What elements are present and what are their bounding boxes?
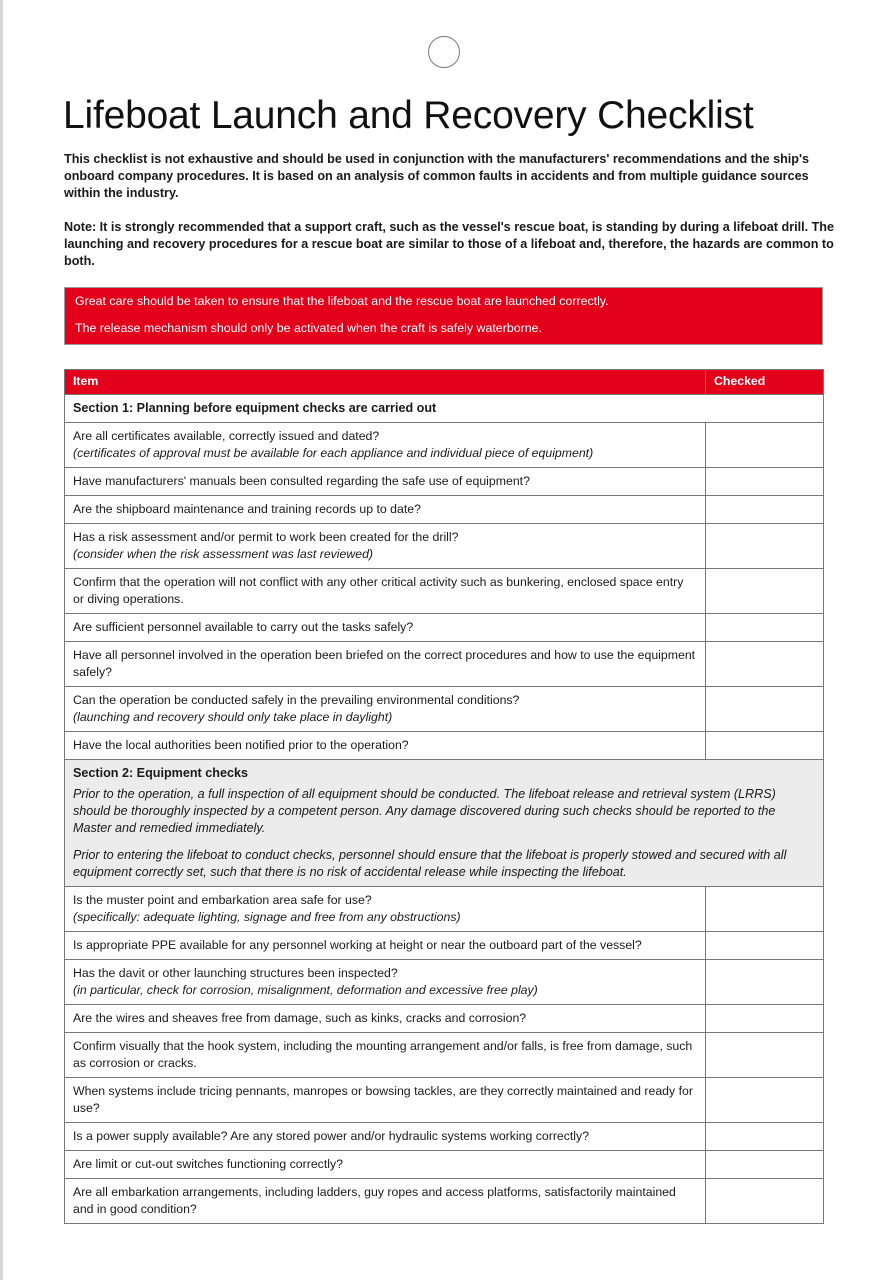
item-note: (consider when the risk assessment was l… bbox=[73, 547, 374, 561]
item-cell: Has a risk assessment and/or permit to w… bbox=[64, 523, 706, 569]
warning-line: The release mechanism should only be act… bbox=[75, 321, 542, 335]
note-text: Note: It is strongly recommended that a … bbox=[64, 220, 834, 268]
item-text: Are all certificates available, correctl… bbox=[73, 429, 380, 443]
punch-hole bbox=[428, 36, 460, 68]
item-text: Has the davit or other launching structu… bbox=[73, 966, 398, 980]
header-item: Item bbox=[64, 369, 706, 395]
item-cell: Has the davit or other launching structu… bbox=[64, 959, 706, 1005]
checked-cell[interactable] bbox=[705, 1032, 824, 1078]
intro-text: This checklist is not exhaustive and sho… bbox=[64, 152, 809, 200]
warning-box: Great care should be taken to ensure tha… bbox=[64, 287, 823, 345]
item-cell: Is a power supply available? Are any sto… bbox=[64, 1122, 706, 1151]
item-cell: Have manufacturers' manuals been consult… bbox=[64, 467, 706, 496]
table-row: Is a power supply available? Are any sto… bbox=[64, 1122, 824, 1151]
table-row: Are the shipboard maintenance and traini… bbox=[64, 495, 824, 524]
page-title: Lifeboat Launch and Recovery Checklist bbox=[63, 94, 754, 137]
table-header: Item Checked bbox=[64, 369, 824, 395]
table-row: Have all personnel involved in the opera… bbox=[64, 641, 824, 687]
checked-cell[interactable] bbox=[705, 1004, 824, 1033]
checked-cell[interactable] bbox=[705, 931, 824, 960]
checked-cell[interactable] bbox=[705, 1122, 824, 1151]
item-text: Confirm visually that the hook system, i… bbox=[73, 1039, 693, 1070]
checked-cell[interactable] bbox=[705, 467, 824, 496]
checked-cell[interactable] bbox=[705, 1178, 824, 1224]
item-cell: Is appropriate PPE available for any per… bbox=[64, 931, 706, 960]
item-text: Confirm that the operation will not conf… bbox=[73, 575, 684, 606]
item-cell: Are limit or cut-out switches functionin… bbox=[64, 1150, 706, 1179]
checked-cell[interactable] bbox=[705, 613, 824, 642]
page-edge bbox=[0, 0, 3, 1280]
section-title: Section 1: Planning before equipment che… bbox=[73, 401, 437, 415]
section-description: Prior to entering the lifeboat to conduc… bbox=[73, 848, 787, 879]
checked-cell[interactable] bbox=[705, 568, 824, 614]
section-cell: Section 2: Equipment checks Prior to the … bbox=[64, 759, 824, 887]
item-cell: Is the muster point and embarkation area… bbox=[64, 886, 706, 932]
section-header: Section 2: Equipment checks Prior to the … bbox=[64, 759, 824, 887]
checked-cell[interactable] bbox=[705, 422, 824, 468]
checked-cell[interactable] bbox=[705, 886, 824, 932]
table-row: Are the wires and sheaves free from dama… bbox=[64, 1004, 824, 1033]
table-row: When systems include tricing pennants, m… bbox=[64, 1077, 824, 1123]
table-row: Are limit or cut-out switches functionin… bbox=[64, 1150, 824, 1179]
item-text: Have the local authorities been notified… bbox=[73, 738, 409, 752]
item-cell: Confirm that the operation will not conf… bbox=[64, 568, 706, 614]
item-cell: Are all embarkation arrangements, includ… bbox=[64, 1178, 706, 1224]
item-cell: Are all certificates available, correctl… bbox=[64, 422, 706, 468]
table-row: Are sufficient personnel available to ca… bbox=[64, 613, 824, 642]
item-note: (certificates of approval must be availa… bbox=[73, 446, 594, 460]
item-note: (in particular, check for corrosion, mis… bbox=[73, 983, 538, 997]
item-text: Have all personnel involved in the opera… bbox=[73, 648, 696, 679]
checked-cell[interactable] bbox=[705, 686, 824, 732]
item-text: Can the operation be conducted safely in… bbox=[73, 693, 520, 707]
item-text: Is appropriate PPE available for any per… bbox=[73, 938, 642, 952]
table-row: Have manufacturers' manuals been consult… bbox=[64, 467, 824, 496]
table-row: Has the davit or other launching structu… bbox=[64, 959, 824, 1005]
checked-cell[interactable] bbox=[705, 641, 824, 687]
item-text: When systems include tricing pennants, m… bbox=[73, 1084, 693, 1115]
checked-cell[interactable] bbox=[705, 1077, 824, 1123]
table-row: Is the muster point and embarkation area… bbox=[64, 886, 824, 932]
table-row: Can the operation be conducted safely in… bbox=[64, 686, 824, 732]
table-row: Confirm that the operation will not conf… bbox=[64, 568, 824, 614]
table-row: Has a risk assessment and/or permit to w… bbox=[64, 523, 824, 569]
table-row: Have the local authorities been notified… bbox=[64, 731, 824, 760]
checked-cell[interactable] bbox=[705, 523, 824, 569]
item-note: (specifically: adequate lighting, signag… bbox=[73, 910, 461, 924]
table-row: Confirm visually that the hook system, i… bbox=[64, 1032, 824, 1078]
item-cell: When systems include tricing pennants, m… bbox=[64, 1077, 706, 1123]
item-text: Is a power supply available? Are any sto… bbox=[73, 1129, 590, 1143]
checked-cell[interactable] bbox=[705, 1150, 824, 1179]
item-text: Are the shipboard maintenance and traini… bbox=[73, 502, 421, 516]
item-text: Are limit or cut-out switches functionin… bbox=[73, 1157, 343, 1171]
item-text: Are all embarkation arrangements, includ… bbox=[73, 1185, 676, 1216]
section-title: Section 2: Equipment checks bbox=[73, 766, 248, 780]
section-cell: Section 1: Planning before equipment che… bbox=[64, 394, 824, 423]
item-text: Are sufficient personnel available to ca… bbox=[73, 620, 414, 634]
item-text: Have manufacturers' manuals been consult… bbox=[73, 474, 530, 488]
checked-cell[interactable] bbox=[705, 731, 824, 760]
table-row: Are all certificates available, correctl… bbox=[64, 422, 824, 468]
table-row: Are all embarkation arrangements, includ… bbox=[64, 1178, 824, 1224]
item-cell: Are the shipboard maintenance and traini… bbox=[64, 495, 706, 524]
item-note: (launching and recovery should only take… bbox=[73, 710, 393, 724]
item-text: Are the wires and sheaves free from dama… bbox=[73, 1011, 527, 1025]
section-header: Section 1: Planning before equipment che… bbox=[64, 394, 824, 423]
section-description: Prior to the operation, a full inspectio… bbox=[73, 787, 776, 835]
item-text: Is the muster point and embarkation area… bbox=[73, 893, 372, 907]
header-checked: Checked bbox=[705, 369, 824, 395]
checked-cell[interactable] bbox=[705, 959, 824, 1005]
item-cell: Are the wires and sheaves free from dama… bbox=[64, 1004, 706, 1033]
item-cell: Can the operation be conducted safely in… bbox=[64, 686, 706, 732]
item-cell: Confirm visually that the hook system, i… bbox=[64, 1032, 706, 1078]
item-cell: Have the local authorities been notified… bbox=[64, 731, 706, 760]
item-cell: Are sufficient personnel available to ca… bbox=[64, 613, 706, 642]
item-cell: Have all personnel involved in the opera… bbox=[64, 641, 706, 687]
item-text: Has a risk assessment and/or permit to w… bbox=[73, 530, 459, 544]
checklist-table: Item Checked Section 1: Planning before … bbox=[64, 369, 824, 1224]
table-row: Is appropriate PPE available for any per… bbox=[64, 931, 824, 960]
warning-line: Great care should be taken to ensure tha… bbox=[75, 294, 609, 308]
checked-cell[interactable] bbox=[705, 495, 824, 524]
